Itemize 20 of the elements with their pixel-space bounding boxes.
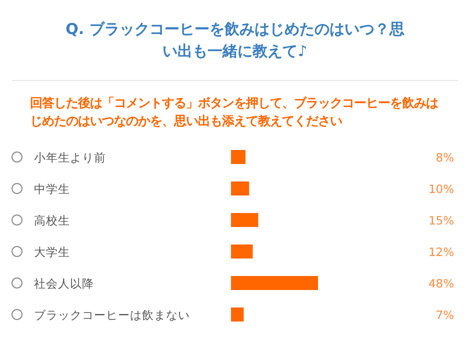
bar — [231, 182, 250, 196]
data-label: 10% — [428, 182, 454, 196]
data-label: 12% — [428, 245, 454, 259]
bar — [231, 244, 253, 258]
bar — [231, 150, 246, 164]
y-tick-label: 高校生 — [34, 214, 70, 228]
bar — [231, 308, 244, 322]
chart-subtitle: 回答した後は「コメントする」ボタンを押して、ブラックコーヒーを飲みはじめたのはいつなのかを、思い出も添えて教えてください — [30, 94, 438, 130]
data-label: 48% — [428, 276, 454, 290]
bar — [231, 276, 318, 290]
bar — [231, 213, 258, 227]
data-label: 15% — [428, 214, 454, 228]
data-label: 8% — [436, 150, 454, 164]
y-tick-label: 社会人以降 — [34, 276, 94, 290]
chart-title: Q. ブラックコーヒーを飲みはじめたのはいつ？思い出も一緒に教えて♪ — [64, 19, 406, 62]
y-tick-label: ブラックコーヒーは飲まない — [34, 308, 190, 322]
y-tick-label: 小年生より前 — [34, 150, 106, 164]
data-label: 7% — [436, 308, 454, 322]
y-tick-label: 大学生 — [34, 245, 70, 259]
y-tick-label: 中学生 — [34, 182, 70, 196]
